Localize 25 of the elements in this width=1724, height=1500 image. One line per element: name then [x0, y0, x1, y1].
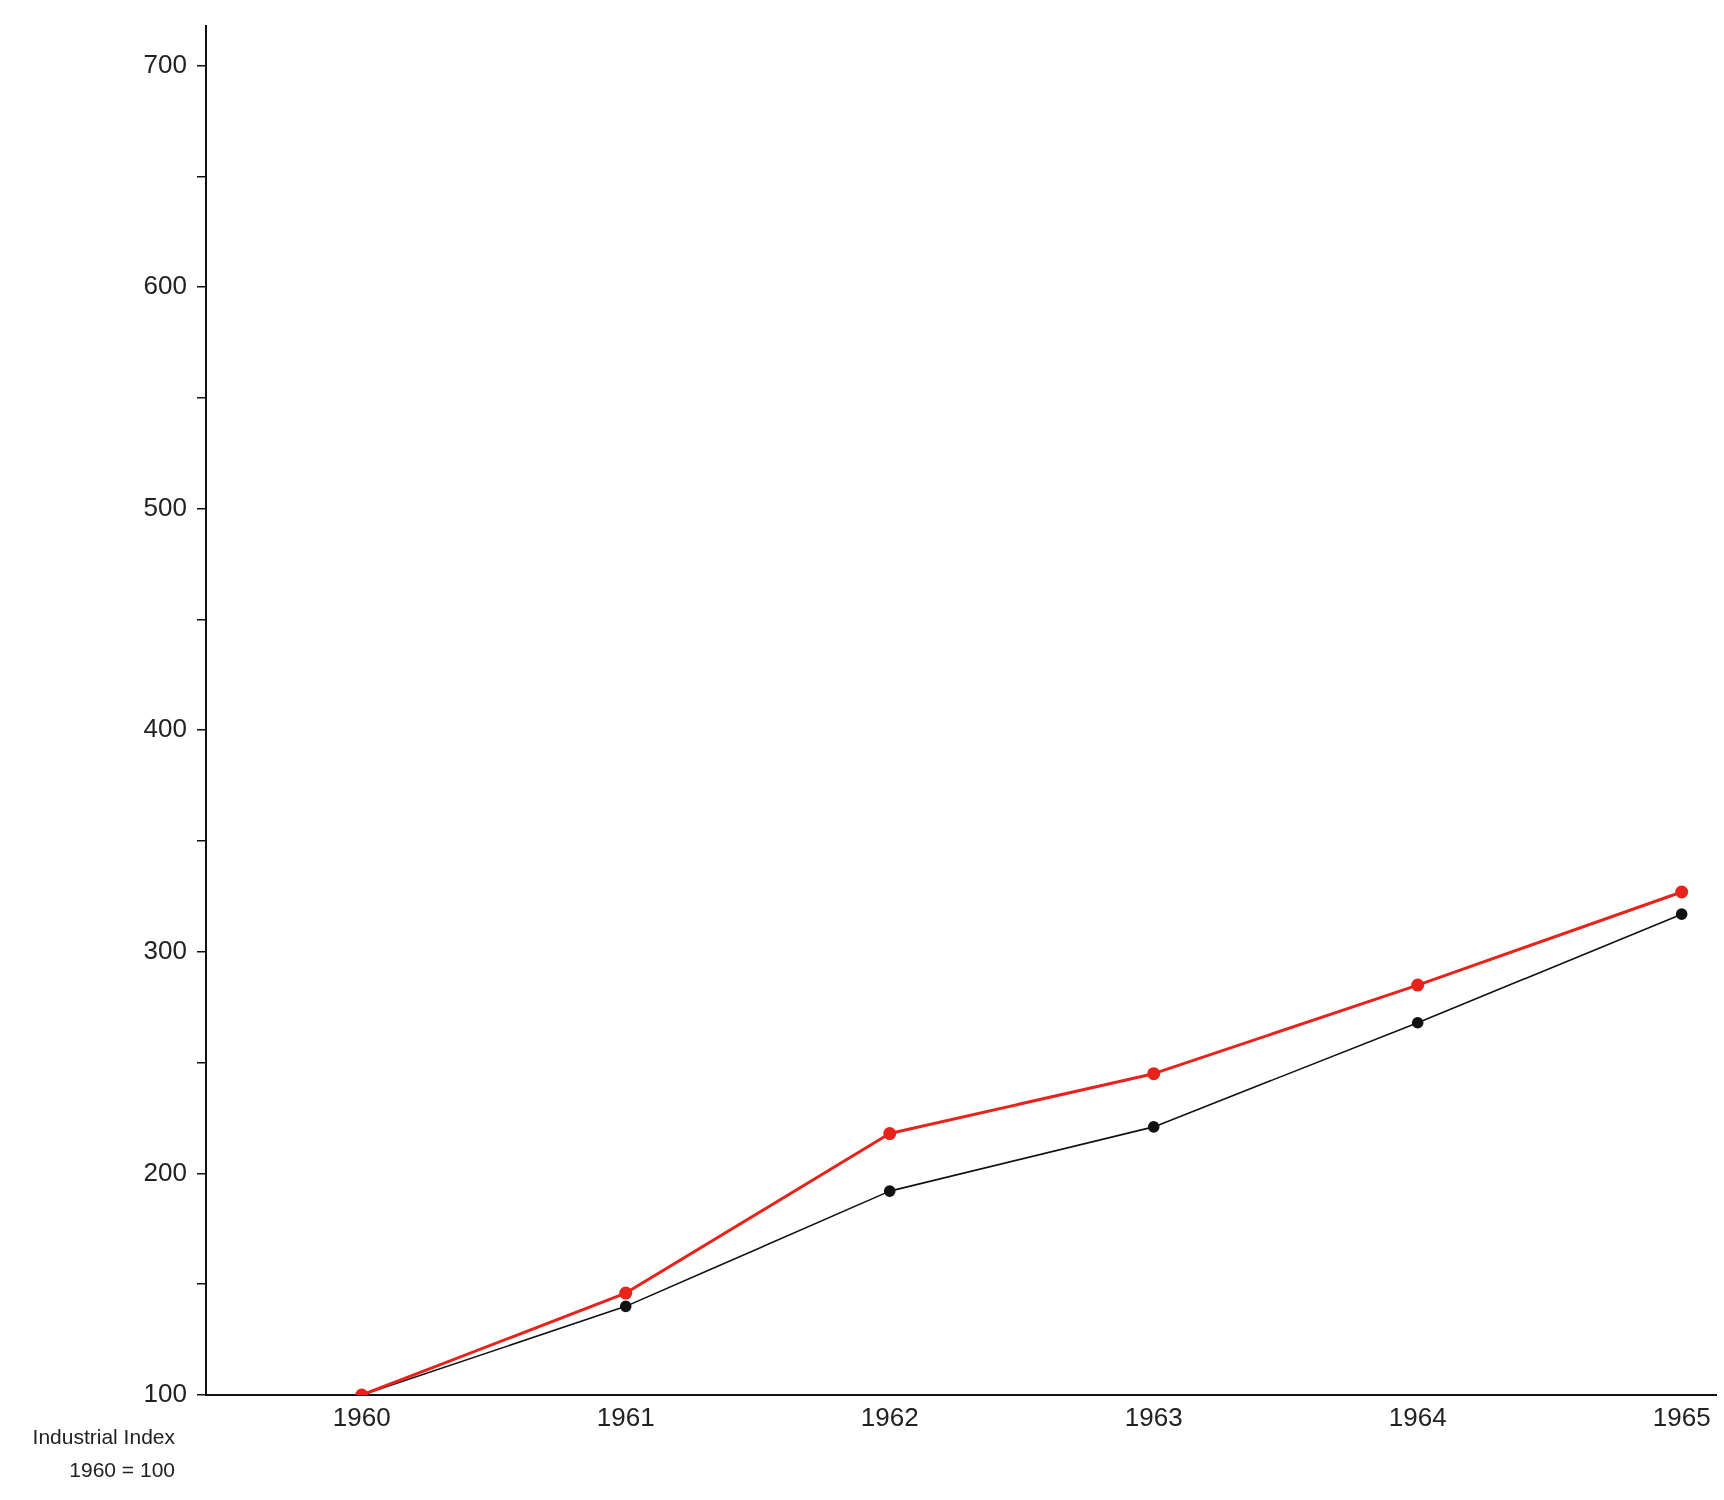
point: [619, 1286, 633, 1300]
point: [1675, 908, 1688, 920]
point: [1147, 1067, 1161, 1081]
x-tick-label: 1964: [1388, 1401, 1447, 1432]
x-tick-label: 1963: [1124, 1401, 1183, 1432]
point: [1411, 1016, 1424, 1029]
x-tick-label: 1960: [332, 1401, 391, 1432]
x-tick-label: 1961: [596, 1401, 655, 1432]
y-tick-label: 700: [143, 48, 187, 79]
point: [1147, 1121, 1160, 1133]
y-tick-label: 300: [143, 935, 187, 965]
x-tick-label: 1962: [860, 1401, 919, 1432]
point: [1411, 978, 1425, 992]
y-tick-label: 200: [143, 1156, 187, 1187]
text: 1960 = 100: [69, 1458, 175, 1481]
x-tick-label: 1965: [1652, 1401, 1711, 1432]
y-tick-label: 100: [143, 1378, 187, 1409]
point: [883, 1127, 897, 1141]
point: [883, 1185, 896, 1197]
point: [619, 1300, 632, 1313]
point: [1675, 885, 1689, 899]
y-tick-label: 600: [143, 270, 187, 301]
y-tick-label: 500: [143, 491, 187, 522]
text: Industrial Index: [32, 1425, 176, 1448]
y-tick-label: 400: [143, 713, 187, 744]
